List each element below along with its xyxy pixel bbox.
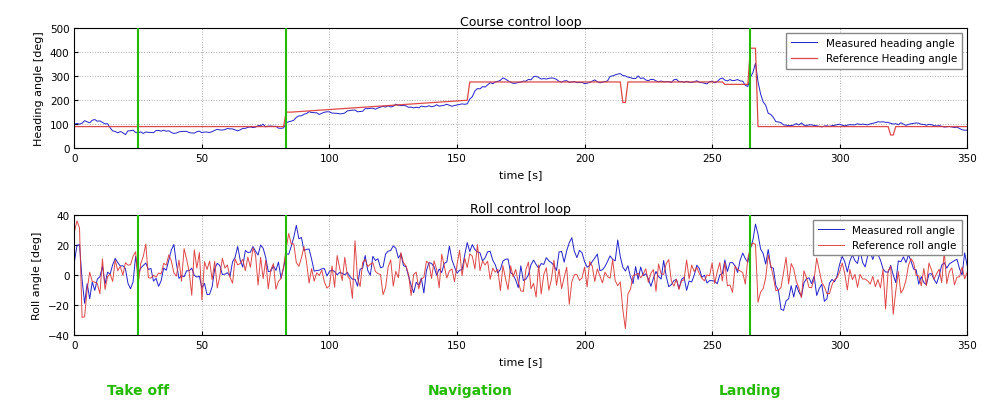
Measured heading angle [961, 128, 973, 133]
Reference roll angle [826, 283, 838, 288]
Legend: Measured heading angle, Reference Heading angle: Measured heading angle, Reference Headin… [786, 34, 962, 70]
Measured heading angle [119, 133, 131, 138]
Measured heading angle [872, 120, 884, 125]
Reference roll angle [489, 270, 501, 275]
Measured roll angle [426, 261, 437, 266]
Measured heading angle [492, 80, 504, 85]
Line: Measured heading angle: Measured heading angle [74, 64, 967, 135]
Measured heading angle [826, 124, 838, 129]
Reference roll angle [429, 259, 440, 264]
Measured roll angle [778, 308, 790, 313]
Reference Heading angle [487, 80, 499, 85]
Line: Reference roll angle: Reference roll angle [74, 221, 967, 329]
Measured roll angle [68, 260, 80, 265]
Reference roll angle [961, 270, 973, 275]
Reference roll angle [492, 267, 504, 272]
Measured roll angle [961, 263, 973, 268]
Reference roll angle [525, 287, 537, 292]
Legend: Measured roll angle, Reference roll angle: Measured roll angle, Reference roll angl… [812, 220, 962, 256]
Measured roll angle [826, 277, 838, 282]
Reference Heading angle [523, 80, 535, 85]
Reference roll angle [872, 277, 884, 282]
Measured heading angle [525, 78, 537, 83]
Measured heading angle [750, 62, 762, 67]
Reference Heading angle [68, 125, 80, 130]
Reference roll angle [71, 219, 83, 224]
Measured roll angle [489, 263, 501, 267]
Title: Course control loop: Course control loop [460, 16, 581, 29]
Title: Roll control loop: Roll control loop [470, 202, 571, 215]
Measured heading angle [489, 80, 501, 85]
Text: Landing: Landing [719, 384, 782, 398]
Measured roll angle [750, 222, 762, 227]
Y-axis label: Heading angle [deg]: Heading angle [deg] [35, 31, 45, 146]
Y-axis label: Roll angle [deg]: Roll angle [deg] [32, 231, 42, 319]
Reference Heading angle [426, 101, 437, 106]
X-axis label: time [s]: time [s] [499, 356, 543, 366]
Measured heading angle [68, 122, 80, 127]
Reference Heading angle [489, 80, 501, 85]
Measured roll angle [523, 272, 535, 277]
Measured heading angle [429, 105, 440, 110]
Reference Heading angle [885, 133, 897, 138]
X-axis label: time [s]: time [s] [499, 169, 543, 179]
Reference Heading angle [869, 125, 881, 130]
Text: Navigation: Navigation [428, 384, 512, 398]
Measured roll angle [487, 258, 499, 263]
Reference roll angle [68, 230, 80, 235]
Reference Heading angle [744, 47, 756, 52]
Line: Reference Heading angle: Reference Heading angle [74, 49, 967, 136]
Reference Heading angle [823, 125, 835, 130]
Line: Measured roll angle: Measured roll angle [74, 225, 967, 311]
Reference Heading angle [961, 125, 973, 130]
Reference roll angle [619, 326, 631, 331]
Measured roll angle [872, 252, 884, 257]
Text: Take off: Take off [107, 384, 170, 398]
